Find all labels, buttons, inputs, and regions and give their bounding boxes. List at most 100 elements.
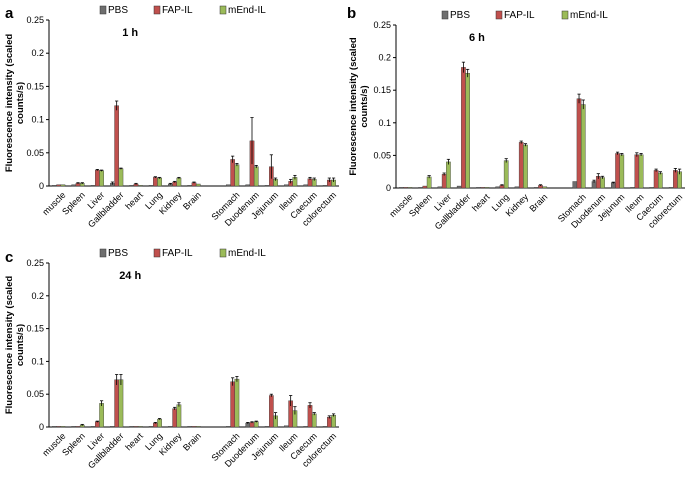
bar <box>56 184 61 187</box>
bar <box>476 187 481 189</box>
bar <box>234 378 240 428</box>
bar <box>327 416 332 428</box>
bar <box>187 185 193 187</box>
bar <box>230 381 235 428</box>
bar <box>303 184 309 187</box>
bar <box>129 426 135 428</box>
bar <box>634 154 640 189</box>
legend-swatch <box>99 248 107 258</box>
bar <box>137 185 143 187</box>
bar <box>311 413 317 428</box>
y-tick-label: 0.25 <box>26 258 44 268</box>
bar <box>90 426 96 428</box>
x-tick-label: heart <box>470 192 492 214</box>
y-tick-label: 0.25 <box>373 20 391 30</box>
legend-swatch <box>495 10 503 20</box>
x-tick-label: Brain <box>528 192 550 214</box>
x-tick-label: Brain <box>181 431 203 453</box>
y-tick-label: 0.1 <box>31 115 44 125</box>
y-axis-label-line: Fluorescence intensity (scaled <box>4 34 15 173</box>
x-tick-label: Kidney <box>504 192 531 219</box>
bar <box>129 185 135 187</box>
legend-label: mEnd-IL <box>228 5 266 16</box>
bar <box>249 422 255 428</box>
bar <box>307 405 313 428</box>
bar <box>322 185 328 187</box>
x-tick-label: Kidney <box>157 190 184 217</box>
y-tick-label: 0.05 <box>26 148 44 158</box>
bar <box>226 426 231 428</box>
y-axis-label-line: counts/s) <box>15 82 26 124</box>
y-axis-label: Fluorescence intensity (scaledcounts/s) <box>4 34 26 173</box>
bar <box>253 166 259 187</box>
bar <box>441 174 447 189</box>
legend-label: mEnd-IL <box>570 10 608 21</box>
legend-label: PBS <box>450 10 470 21</box>
bar <box>264 185 270 187</box>
bar <box>95 169 100 187</box>
bar <box>653 170 659 189</box>
bar <box>137 426 143 428</box>
legend-label: PBS <box>108 248 128 259</box>
legend-label: FAP-IL <box>162 5 193 16</box>
bar <box>572 181 578 189</box>
bar <box>148 185 154 187</box>
y-tick-label: 0.2 <box>31 291 44 301</box>
bar <box>168 426 173 428</box>
bar <box>668 187 674 189</box>
panel-letter: b <box>347 5 356 22</box>
bar <box>71 426 77 428</box>
bar <box>322 426 328 428</box>
bar <box>176 177 182 187</box>
bar <box>187 426 193 428</box>
panel-title: 1 h <box>122 27 138 39</box>
bar <box>446 161 451 189</box>
panel-letter: a <box>5 5 14 22</box>
legend: PBS FAP-IL mEnd-IL <box>99 5 266 16</box>
bar <box>245 184 251 187</box>
bar <box>153 177 158 187</box>
bar <box>118 168 124 187</box>
y-tick-label: 0.1 <box>378 118 391 128</box>
legend-swatch <box>99 5 107 15</box>
bar <box>71 184 77 187</box>
y-tick-label: 0 <box>386 183 391 193</box>
bar <box>503 160 509 189</box>
bar <box>99 170 104 187</box>
bar <box>172 408 177 428</box>
bar <box>456 185 462 189</box>
legend-swatch <box>561 10 569 20</box>
y-axis-label-line: Fluorescence intensity (scaled <box>348 37 359 176</box>
bar <box>269 395 274 428</box>
y-tick-label: 0.1 <box>31 356 44 366</box>
y-axis-label-line: Fluorescence intensity (scaled <box>4 276 15 415</box>
bar <box>99 403 104 428</box>
bar <box>580 104 586 189</box>
bar <box>75 426 81 428</box>
y-tick-label: 0.25 <box>26 15 44 25</box>
chart-panel-b: b PBS FAP-IL mEnd-IL 6 h Fluorescence intensi… <box>347 5 685 231</box>
y-tick-label: 0 <box>39 422 44 432</box>
bar <box>437 186 443 189</box>
bar <box>95 421 100 428</box>
bar <box>422 185 428 189</box>
y-axis-label: Fluorescence intensity (scaledcounts/s) <box>4 276 26 415</box>
legend-label: mEnd-IL <box>228 248 266 259</box>
bar <box>418 187 423 189</box>
bar <box>234 164 240 187</box>
bar <box>226 184 231 187</box>
bar <box>611 182 616 189</box>
panel-letter: c <box>5 249 13 266</box>
y-tick-label: 0.15 <box>26 81 44 91</box>
y-tick-label: 0.05 <box>26 389 44 399</box>
bar <box>191 426 197 428</box>
bar <box>533 187 539 189</box>
bar <box>195 426 201 428</box>
bar <box>52 426 57 428</box>
bar <box>157 177 162 187</box>
bar <box>114 379 119 428</box>
legend: PBS FAP-IL mEnd-IL <box>441 10 608 21</box>
legend-label: PBS <box>108 5 128 16</box>
y-tick-label: 0.15 <box>373 85 391 95</box>
legend-label: FAP-IL <box>162 248 193 259</box>
